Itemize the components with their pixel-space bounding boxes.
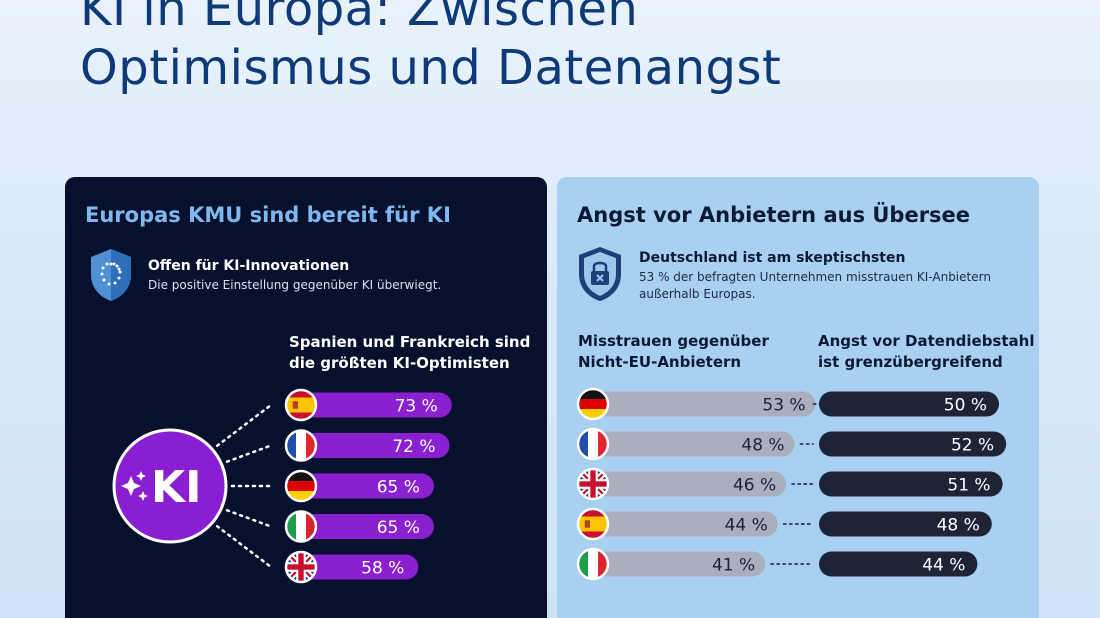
flag-fr-icon (576, 427, 610, 461)
distrust-bar-label: 41 % (712, 556, 755, 576)
distrust-column-heading-line-1: Misstrauen gegenüber (578, 332, 769, 350)
sparkle-icon (121, 471, 148, 501)
connector-line (215, 403, 273, 448)
ki-badge-text: KI (151, 462, 201, 513)
theft-bar (819, 511, 992, 537)
distrust-column-heading: Misstrauen gegenüber Nicht-EU-Anbietern (578, 331, 769, 373)
theft-column-heading: Angst vor Datendiebstahl ist grenzübergr… (818, 331, 1034, 373)
optimism-panel-title: Europas KMU sind bereit für KI (85, 203, 451, 227)
optimism-bar-label: 65 % (377, 518, 420, 538)
theft-bar (819, 471, 1003, 497)
theft-bar (819, 431, 1007, 457)
theft-bar-label: 52 % (951, 436, 994, 456)
optimism-bar-label: 72 % (392, 437, 435, 457)
ki-badge (112, 428, 228, 544)
connector-line (225, 444, 273, 463)
flag-it-icon (284, 510, 318, 543)
connector-line (215, 524, 273, 569)
distrust-panel: Angst vor Anbietern aus Übersee Deutschl… (557, 177, 1039, 618)
flag-es-icon (576, 507, 610, 541)
optimism-bar (301, 392, 452, 418)
lock-shield-icon (579, 247, 621, 301)
distrust-panel-title: Angst vor Anbietern aus Übersee (577, 203, 971, 227)
theft-bar (819, 551, 978, 577)
distrust-column-heading-line-2: Nicht-EU-Anbietern (578, 353, 742, 371)
theft-column-heading-line-2: ist grenzübergreifend (818, 353, 1003, 371)
distrust-callout-heading: Deutschland ist am skeptischsten (639, 250, 906, 266)
distrust-bar (593, 391, 816, 417)
optimism-bar (301, 554, 419, 580)
optimism-bar (301, 433, 450, 458)
flag-de-icon (284, 469, 318, 503)
distrust-bar (593, 551, 766, 577)
distrust-bar-label: 48 % (741, 436, 784, 456)
page-title-line-1: KI in Europa: Zwischen (80, 0, 639, 37)
optimism-chart: KI 73 % 72 % 65 % 65 % 58 % (112, 388, 452, 584)
theft-bar-label: 48 % (937, 516, 980, 536)
optimism-bar-label: 73 % (395, 397, 438, 417)
distrust-bar-label: 44 % (725, 516, 768, 536)
flag-it-icon (576, 547, 610, 581)
optimism-bar (301, 473, 434, 499)
flag-es-icon (284, 388, 318, 422)
optimism-chart-heading-line-1: Spanien und Frankreich sind (289, 333, 531, 351)
distrust-bar-label: 53 % (762, 396, 805, 416)
optimism-chart-heading: Spanien und Frankreich sind die größten … (289, 332, 530, 374)
distrust-bar-label: 46 % (733, 476, 776, 496)
theft-bar-label: 50 % (944, 396, 987, 416)
page-title: KI in Europa: Zwischen Optimismus und Da… (80, 0, 781, 98)
distrust-callout-text: 53 % der befragten Unternehmen misstraue… (639, 270, 991, 301)
theft-bar (819, 391, 999, 417)
flag-fr-icon (284, 429, 318, 462)
distrust-bar (593, 511, 778, 537)
flag-gb-icon (576, 467, 610, 501)
optimism-callout-text: Die positive Einstellung gegenüber KI üb… (148, 278, 442, 292)
optimism-bar (301, 514, 434, 539)
theft-column-heading-line-1: Angst vor Datendiebstahl (818, 332, 1035, 350)
optimism-bar-label: 58 % (361, 559, 404, 579)
distrust-bar (593, 471, 787, 497)
optimism-bar-label: 65 % (377, 478, 420, 498)
flag-gb-icon (284, 550, 318, 584)
distrust-bar (593, 431, 795, 457)
optimism-panel: Europas KMU sind bereit für KI Offen für… (65, 177, 547, 618)
theft-bar-label: 44 % (922, 556, 965, 576)
connector-line (225, 509, 273, 528)
flag-de-icon (576, 387, 610, 421)
page-title-line-2: Optimismus und Datenangst (80, 40, 782, 96)
distrust-chart: 53 % 50 % 48 % 52 % 46 % 51 % 44 % 48 % 41 % 44 % (576, 387, 1007, 581)
eu-shield-icon (91, 249, 131, 301)
optimism-chart-heading-line-2: die größten KI-Optimisten (289, 354, 510, 372)
optimism-callout-heading: Offen für KI-Innovationen (148, 258, 350, 274)
theft-bar-label: 51 % (947, 476, 990, 496)
